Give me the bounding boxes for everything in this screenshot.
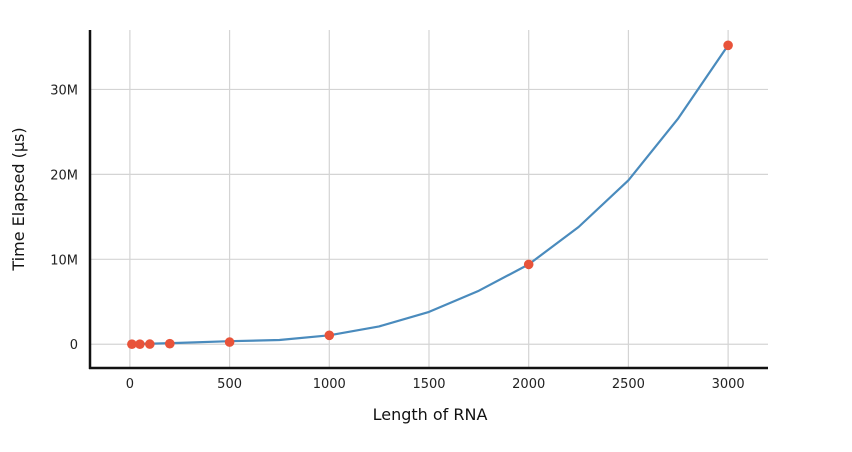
series <box>127 40 733 350</box>
axes <box>88 30 768 370</box>
data-point <box>324 330 335 341</box>
data-point <box>224 337 235 347</box>
y-axis-title: Time Elapsed (μs) <box>9 127 28 271</box>
data-point <box>723 40 733 51</box>
grid <box>90 30 768 368</box>
data-point <box>523 259 534 270</box>
y-tick-label: 10M <box>50 253 78 268</box>
x-tick-labels: 0 500 1000 1500 2000 2500 3000 <box>126 377 745 392</box>
x-tick-label: 500 <box>217 377 242 392</box>
data-point <box>135 339 145 350</box>
x-tick-label: 2500 <box>612 377 645 392</box>
x-tick-label: 2000 <box>512 377 545 392</box>
data-point <box>145 339 155 349</box>
data-point <box>127 339 137 350</box>
y-tick-label: 0 <box>70 338 78 353</box>
x-axis-title: Length of RNA <box>373 405 488 424</box>
y-tick-label: 30M <box>50 83 78 98</box>
x-tick-label: 3000 <box>712 377 745 392</box>
x-tick-label: 1000 <box>313 377 346 392</box>
x-tick-label: 0 <box>126 377 134 392</box>
x-tick-label: 1500 <box>412 377 445 392</box>
y-tick-labels: 0 10M 20M 30M <box>50 83 78 353</box>
series-line <box>131 44 730 346</box>
y-tick-label: 20M <box>50 168 78 183</box>
data-point <box>165 338 175 349</box>
